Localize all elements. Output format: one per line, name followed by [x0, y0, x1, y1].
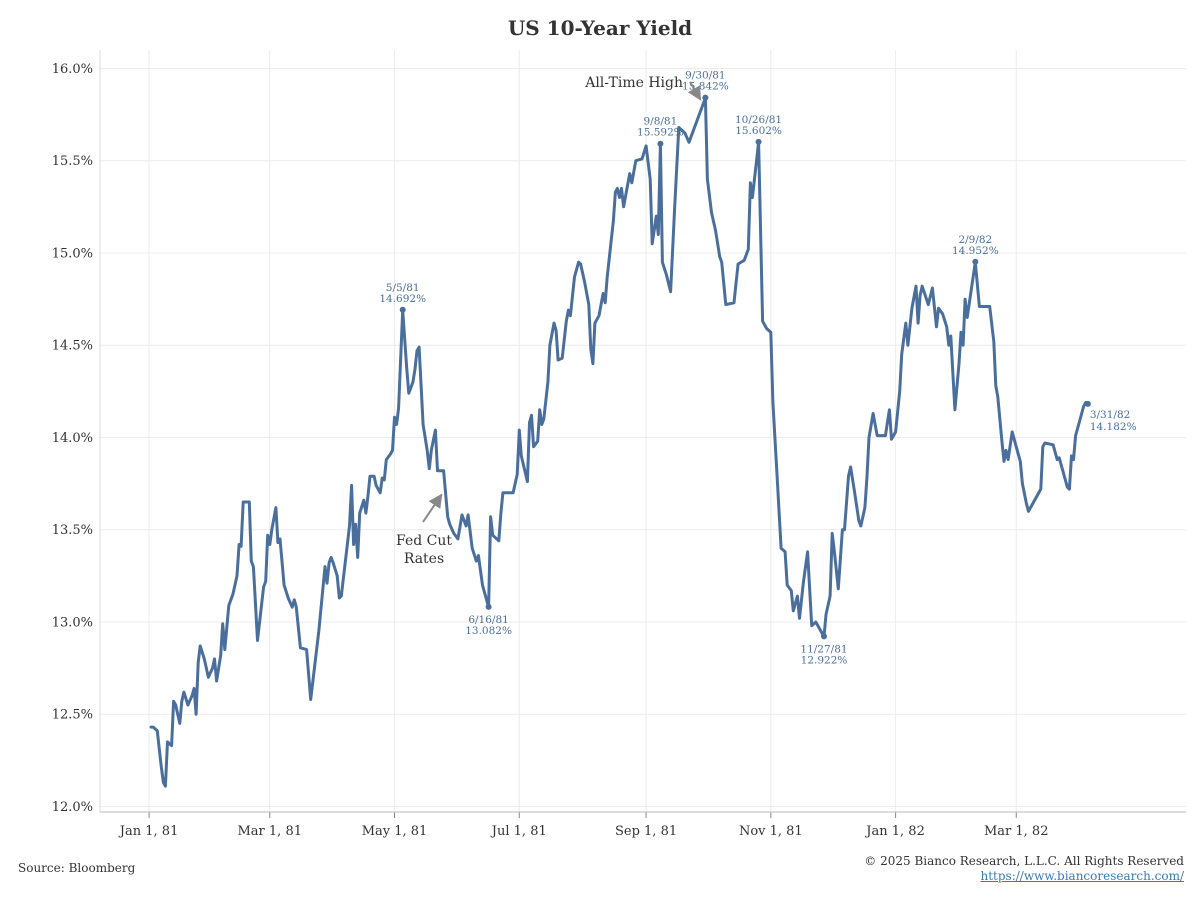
- y-tick-label: 13.5%: [52, 523, 93, 538]
- x-tick-label: Sep 1, 81: [615, 824, 677, 839]
- y-tick-label: 15.0%: [52, 246, 93, 261]
- x-tick-label: May 1, 81: [362, 824, 428, 839]
- point-date-label: 2/9/82: [958, 234, 992, 246]
- point-value-label: 14.182%: [1090, 421, 1137, 433]
- y-tick-label: 15.5%: [52, 154, 93, 169]
- x-tick-label: Mar 1, 81: [238, 824, 303, 839]
- point-date-label: 5/5/81: [386, 282, 420, 294]
- annotation-arrow-fed-cut: [422, 493, 443, 523]
- line-layer: [149, 96, 1090, 788]
- highlight-point: [702, 94, 709, 101]
- x-tick-label: Jan 1, 81: [118, 824, 179, 839]
- grid-layer: [100, 50, 1186, 812]
- highlight-point: [972, 258, 979, 265]
- point-value-label: 15.602%: [735, 125, 782, 137]
- highlight-point: [1084, 400, 1091, 407]
- annotation-fed-cut-line1: Fed Cut: [396, 533, 452, 549]
- annotation-fed-cut-line2: Rates: [404, 551, 444, 567]
- highlight-point: [821, 633, 827, 640]
- y-tick-label: 12.0%: [52, 800, 93, 815]
- annotation-arrow-ath: [687, 81, 702, 101]
- point-value-label: 15.592%: [637, 127, 684, 139]
- point-date-label: 3/31/82: [1090, 409, 1130, 421]
- axis-layer: 12.0% 12.5% 13.0% 13.5% 14.0% 14.5% 15.0% 15.5%…: [52, 50, 1186, 839]
- x-tick-label: Jan 1, 82: [864, 824, 925, 839]
- point-date-label: 9/8/81: [643, 116, 677, 128]
- point-value-label: 14.692%: [379, 293, 426, 305]
- annotation-layer: All-Time High Fed Cut Rates: [396, 75, 702, 567]
- highlight-point: [657, 140, 664, 147]
- point-date-label: 9/30/81: [685, 70, 725, 82]
- y-tick-label: 13.0%: [52, 615, 93, 630]
- point-date-label: 11/27/81: [800, 643, 847, 655]
- highlight-point: [755, 138, 762, 145]
- y-tick-label: 14.0%: [52, 431, 93, 446]
- point-date-label: 10/26/81: [735, 114, 782, 126]
- point-date-label: 6/16/81: [468, 614, 508, 626]
- x-tick-label: Jul 1, 81: [490, 824, 547, 839]
- y-tick-label: 14.5%: [52, 339, 93, 354]
- y-tick-label: 12.5%: [52, 708, 93, 723]
- point-value-label: 15.842%: [682, 81, 729, 93]
- point-value-label: 12.922%: [801, 654, 848, 666]
- point-value-label: 13.082%: [465, 625, 512, 637]
- chart-title: US 10-Year Yield: [507, 16, 693, 40]
- website-link[interactable]: https://www.biancoresearch.com/: [980, 869, 1184, 883]
- x-tick-label: Mar 1, 82: [984, 824, 1049, 839]
- highlight-point: [399, 306, 406, 313]
- annotation-all-time-high: All-Time High: [584, 75, 683, 91]
- y-tick-label: 16.0%: [52, 62, 93, 77]
- copyright-text: © 2025 Bianco Research, L.L.C. All Right…: [864, 854, 1184, 868]
- x-tick-label: Nov 1, 81: [739, 824, 803, 839]
- yield-series-line: [149, 96, 1090, 788]
- copyright-block: © 2025 Bianco Research, L.L.C. All Right…: [864, 854, 1184, 884]
- highlight-point: [485, 603, 492, 610]
- point-value-label: 14.952%: [952, 245, 999, 257]
- source-note: Source: Bloomberg: [18, 861, 136, 875]
